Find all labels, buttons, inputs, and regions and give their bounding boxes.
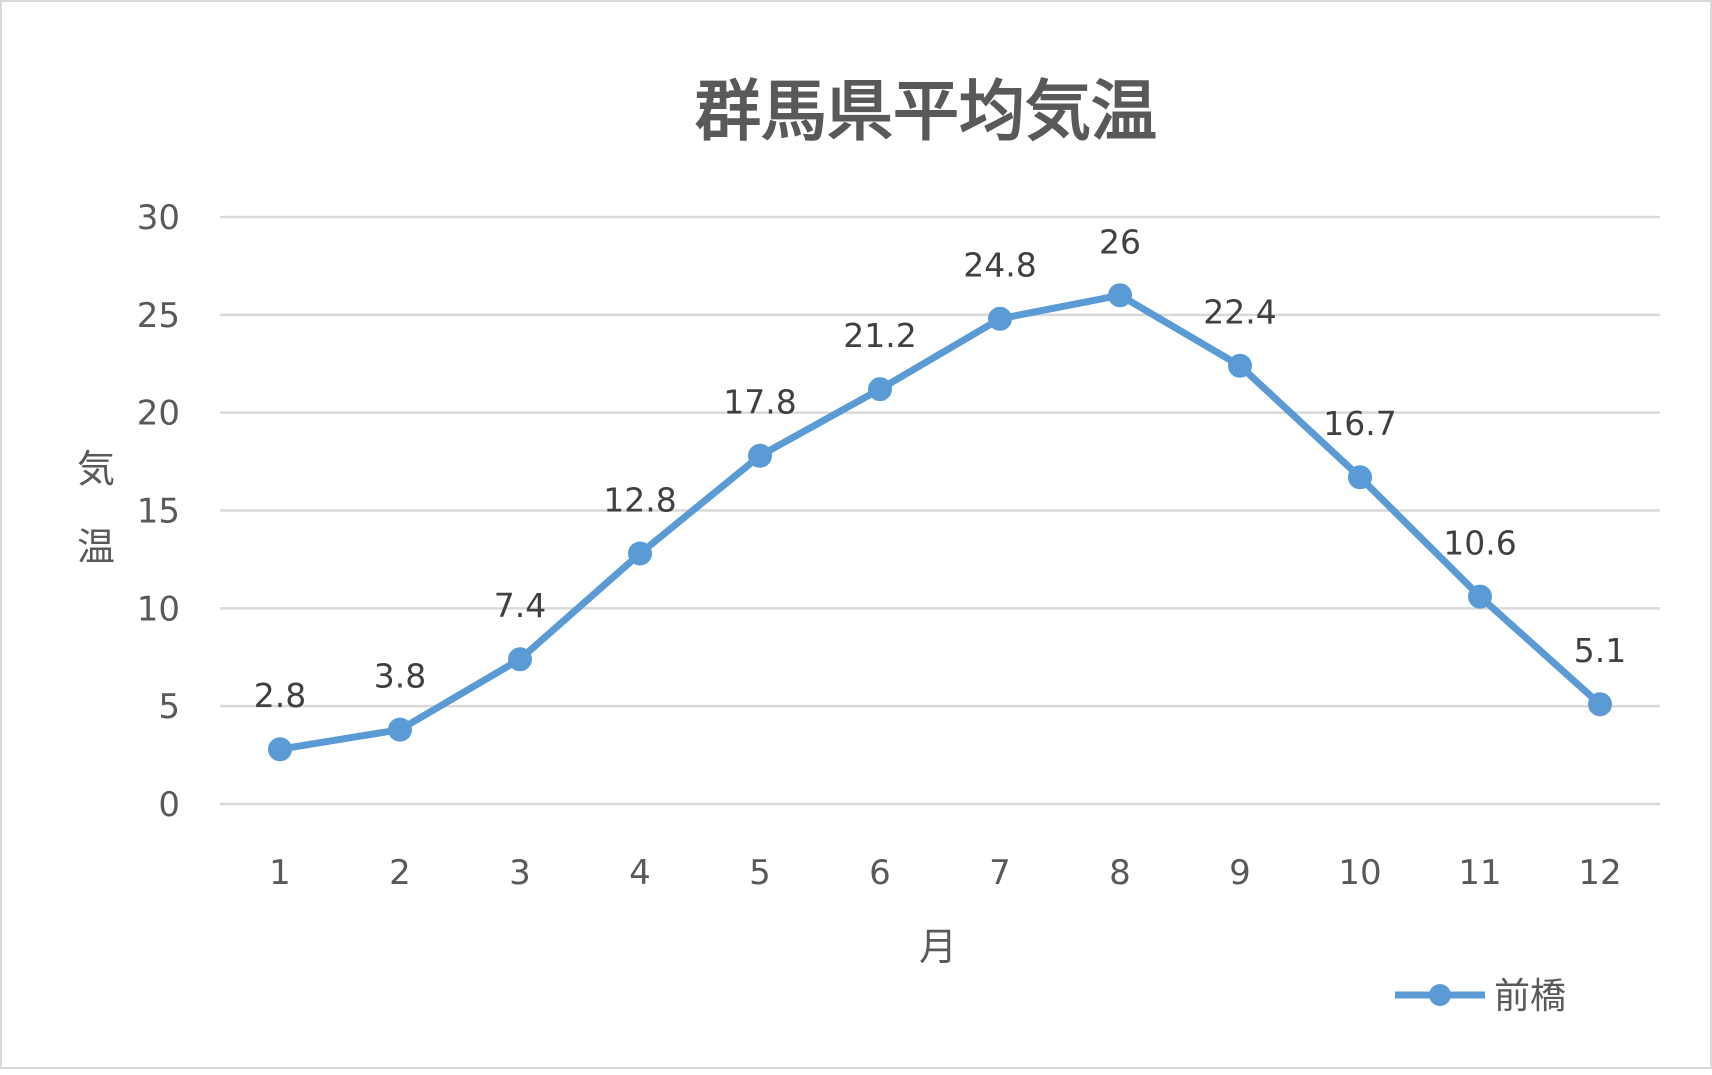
legend: 前橋: [1395, 976, 1566, 1017]
x-axis-tick-labels: 1 2 3 4 5 6 7 8 9 10 11 12: [269, 853, 1621, 893]
data-point: [748, 443, 772, 468]
x-tick-label: 2: [389, 853, 411, 893]
gridlines: [220, 215, 1660, 806]
data-label: 24.8: [963, 246, 1036, 285]
data-point: [628, 541, 652, 566]
data-label: 3.8: [374, 657, 426, 696]
x-tick-label: 6: [869, 853, 891, 893]
data-point: [1228, 353, 1252, 378]
legend-marker-icon: [1429, 984, 1451, 1006]
data-point: [388, 717, 412, 742]
x-tick-label: 1: [269, 853, 291, 893]
x-tick-label: 5: [749, 853, 771, 893]
y-tick-label: 0: [158, 785, 180, 825]
y-tick-label: 5: [158, 687, 180, 727]
data-label: 10.6: [1443, 524, 1516, 563]
data-label: 7.4: [494, 586, 546, 625]
data-label: 21.2: [843, 316, 916, 355]
y-tick-label: 25: [137, 296, 180, 336]
x-tick-label: 3: [509, 853, 531, 893]
data-point: [1588, 692, 1612, 717]
y-axis-title: 気温: [77, 447, 115, 569]
data-label: 22.4: [1203, 293, 1276, 332]
data-point: [268, 737, 292, 762]
x-tick-label: 12: [1578, 853, 1621, 893]
y-tick-label: 10: [137, 589, 180, 629]
data-point: [1468, 584, 1492, 609]
x-tick-label: 7: [989, 853, 1011, 893]
y-tick-label: 30: [137, 198, 180, 238]
chart-title: 群馬県平均気温: [695, 73, 1157, 150]
data-point: [508, 647, 532, 672]
x-tick-label: 4: [629, 853, 651, 893]
x-axis-title: 月: [919, 925, 957, 969]
data-label: 16.7: [1323, 404, 1396, 443]
data-point: [868, 377, 892, 402]
y-axis-tick-labels: 0 5 10 15 20 25 30: [137, 198, 180, 825]
series-line: [276, 291, 1604, 753]
legend-label: 前橋: [1494, 976, 1566, 1017]
data-labels: 2.8 3.8 7.4 12.8 17.8 21.2 24.8 26 22.4 16.7 10.6 5…: [254, 222, 1626, 715]
data-label: 17.8: [723, 383, 796, 422]
y-tick-label: 15: [137, 492, 180, 532]
data-label: 12.8: [603, 481, 676, 520]
data-label: 2.8: [254, 676, 306, 715]
y-tick-label: 20: [137, 394, 180, 434]
data-label: 5.1: [1574, 631, 1626, 670]
x-tick-label: 11: [1458, 853, 1501, 893]
x-tick-label: 10: [1338, 853, 1381, 893]
data-label: 26: [1099, 222, 1141, 261]
series-layer: [268, 283, 1612, 762]
data-point: [988, 306, 1012, 331]
x-tick-label: 9: [1229, 853, 1251, 893]
data-point: [1348, 465, 1372, 490]
x-tick-label: 8: [1109, 853, 1131, 893]
data-point: [1108, 283, 1132, 308]
